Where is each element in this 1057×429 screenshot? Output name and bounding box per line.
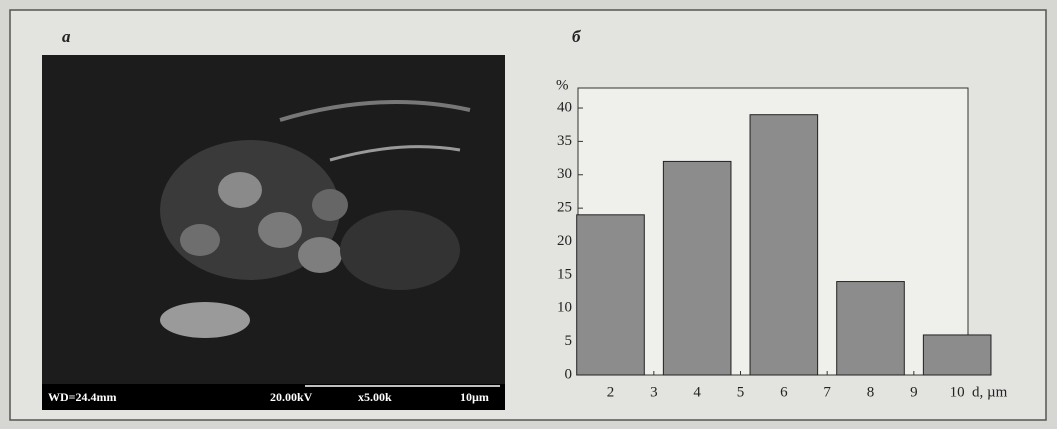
x-tick-label: 3 [650,384,658,400]
figure: a б WD=24.4mm 20.00kV x5.00k 10µm % d, µ… [0,0,1057,429]
x-tick-label: 4 [693,384,701,400]
bar [663,161,731,375]
panel-label: a [62,27,71,46]
y-axis-label: % [556,77,569,93]
x-tick-label: 2 [607,384,615,400]
x-tick-label: 6 [780,384,788,400]
bar [923,335,991,375]
sem-info: x5.00k [358,390,392,404]
x-axis-label: d, µm [972,384,1008,400]
x-tick-label: 8 [867,384,875,400]
y-tick-label: 35 [557,133,572,149]
sem-image [42,55,505,410]
y-tick-label: 20 [557,233,572,249]
x-tick-label: 5 [737,384,745,400]
y-tick-label: 15 [557,266,572,282]
sem-info: 10µm [460,390,489,404]
sem-info: 20.00kV [270,390,313,404]
x-tick-label: 7 [823,384,831,400]
y-tick-label: 30 [557,166,572,182]
x-tick-label: 9 [910,384,918,400]
bar [750,115,818,375]
bar [577,215,645,375]
x-tick-label: 10 [950,384,965,400]
y-tick-label: 25 [557,200,572,216]
bar [837,282,905,375]
y-tick-label: 10 [557,300,572,316]
sem-info: WD=24.4mm [48,390,117,404]
y-tick-label: 5 [565,333,573,349]
y-tick-label: 0 [565,366,573,382]
y-tick-label: 40 [557,99,572,115]
